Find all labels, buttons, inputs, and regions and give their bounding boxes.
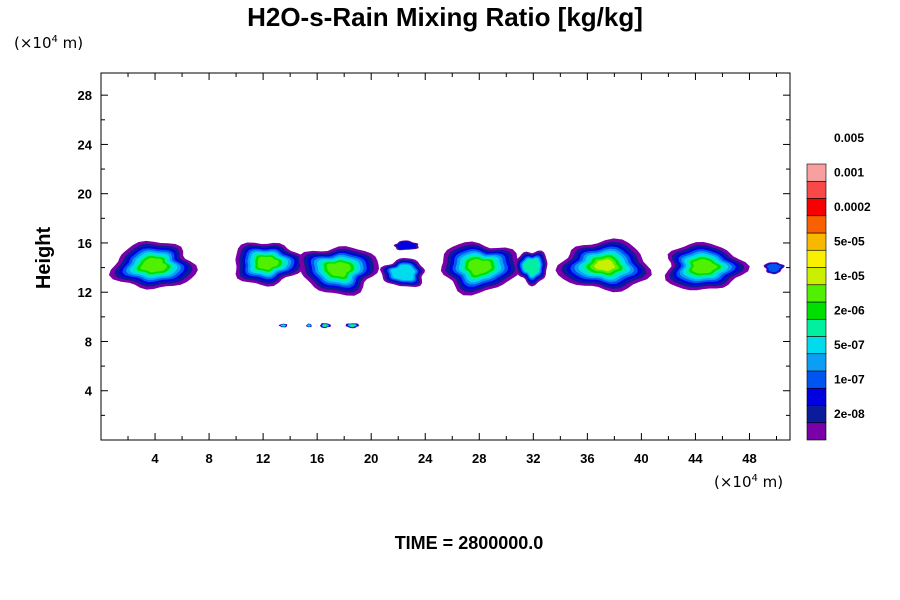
y-tick-label: 8: [85, 334, 92, 349]
x-tick-label: 20: [364, 451, 378, 466]
contour-band: [307, 324, 311, 327]
rain-cell-9: [664, 242, 750, 291]
contour-band: [281, 324, 286, 327]
contour-band: [390, 264, 416, 281]
rain-cell-13: [320, 323, 331, 329]
rain-cell-5: [393, 240, 419, 251]
colorbar-swatch: [806, 198, 827, 217]
rain-cell-14: [345, 323, 360, 329]
x-tick-label: 40: [634, 451, 648, 466]
x-tick-label: 36: [580, 451, 594, 466]
contour-band: [523, 259, 540, 276]
rain-cell-3: [298, 246, 379, 296]
colorbar-swatch: [806, 318, 827, 337]
colorbar-swatch: [806, 422, 827, 441]
y-tick-label: 16: [78, 236, 92, 251]
colorbar-label: 2e-06: [834, 304, 865, 318]
rain-cell-2: [235, 242, 306, 287]
contour-band: [691, 259, 718, 274]
y-tick-label: 24: [78, 137, 93, 152]
colorbar-label: 2e-08: [834, 407, 865, 421]
contour-band: [766, 263, 782, 273]
y-tick-label: 12: [78, 285, 92, 300]
colorbar-swatch: [806, 232, 827, 251]
colorbar: 2e-08 1e-07 5e-07 2e-06 1e-05 5e-05 0.0002 0.00…: [806, 131, 871, 441]
colorbar-swatch: [806, 301, 827, 320]
x-tick-label: 12: [256, 451, 270, 466]
rain-cell-7: [514, 250, 548, 287]
contour-band: [257, 256, 279, 270]
colorbar-swatch: [806, 336, 827, 355]
time-label: TIME = 2800000.0: [395, 533, 544, 553]
contour-band: [140, 257, 167, 273]
contour-band: [594, 259, 616, 272]
y-axis-unit-label: (×104 m): [14, 34, 83, 52]
x-tick-label: 24: [418, 451, 433, 466]
x-tick-label: 44: [688, 451, 703, 466]
colorbar-swatch: [806, 249, 827, 268]
colorbar-label: 5e-05: [834, 235, 865, 249]
colorbar-label: 1e-05: [834, 269, 865, 283]
colorbar-swatch: [806, 267, 827, 286]
x-tick-label: 16: [310, 451, 324, 466]
colorbar-label: 0.005: [834, 131, 864, 145]
colorbar-swatch: [806, 215, 827, 234]
rain-cell-8: [555, 238, 652, 293]
colorbar-swatch: [806, 387, 827, 406]
rain-cells: [108, 238, 785, 329]
rain-cell-10: [763, 262, 785, 275]
colorbar-swatch: [806, 370, 827, 389]
rain-cell-6: [440, 241, 521, 296]
colorbar-swatch: [806, 353, 827, 372]
x-tick-label: 48: [742, 451, 756, 466]
x-tick-label: 28: [472, 451, 486, 466]
colorbar-label: 1e-07: [834, 373, 865, 387]
y-tick-label: 4: [85, 384, 93, 399]
colorbar-swatch: [806, 180, 827, 199]
contour-band: [326, 262, 351, 277]
contour-band: [396, 241, 416, 250]
x-tick-label: 32: [526, 451, 540, 466]
contour-band: [467, 258, 492, 276]
rain-cell-4: [380, 258, 425, 287]
y-axis-ticks: 4 8 12 16 20 24 28: [78, 88, 790, 416]
colorbar-swatch: [806, 284, 827, 303]
chart-title: H2O-s-Rain Mixing Ratio [kg/kg]: [247, 2, 643, 32]
x-axis-ticks: 4 8 12 16 20 24 28 32 36 40 44 48: [127, 73, 777, 466]
y-tick-label: 28: [78, 88, 92, 103]
colorbar-label: 0.001: [834, 166, 864, 180]
contour-band: [350, 324, 355, 327]
contour-band: [323, 324, 327, 327]
y-tick-label: 20: [78, 187, 92, 202]
rain-cell-11: [278, 323, 288, 328]
y-axis-label: Height: [33, 227, 55, 290]
rain-cell-12: [306, 323, 312, 328]
rain-cell-1: [108, 240, 198, 290]
x-axis-unit-label: (×104 m): [714, 473, 783, 491]
colorbar-label: 5e-07: [834, 338, 865, 352]
x-tick-label: 4: [151, 451, 159, 466]
colorbar-label: 0.0002: [834, 200, 871, 214]
x-tick-label: 8: [205, 451, 212, 466]
colorbar-swatch: [806, 405, 827, 424]
colorbar-swatch: [806, 163, 827, 182]
